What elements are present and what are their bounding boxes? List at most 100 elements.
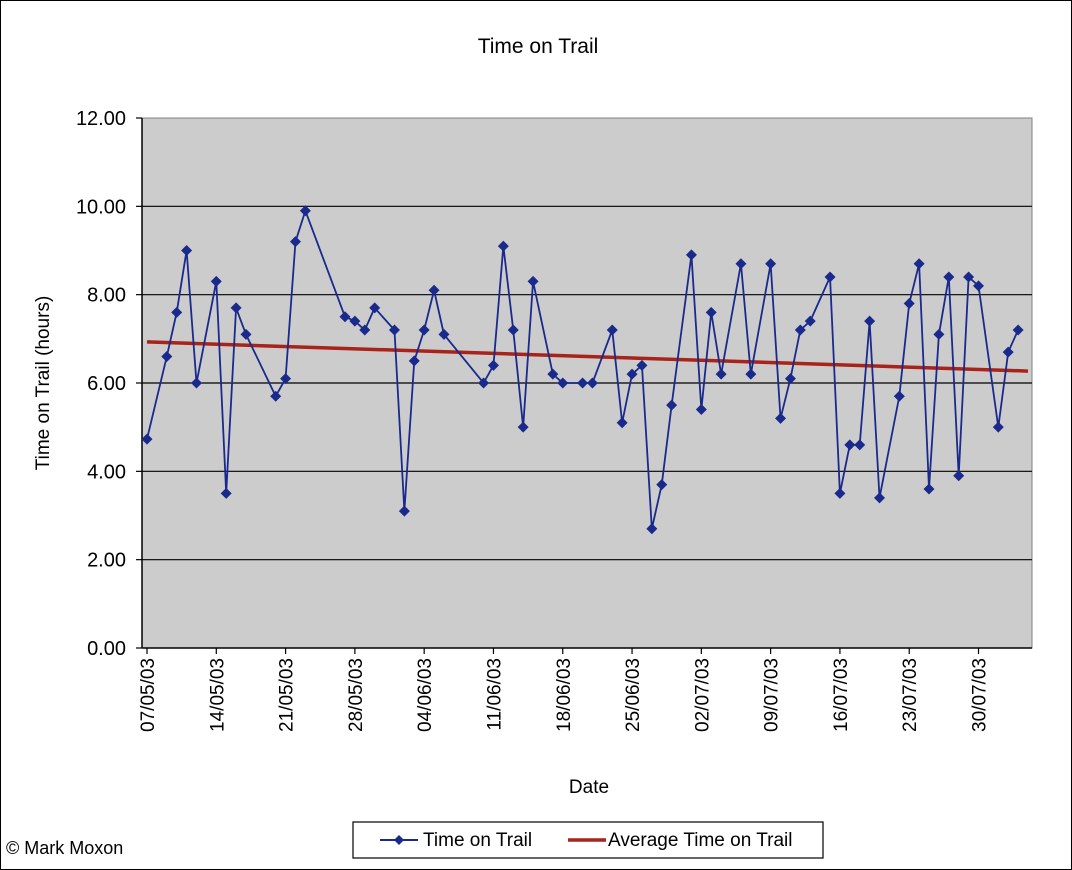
data-point <box>804 315 816 327</box>
data-point <box>547 368 559 380</box>
data-point <box>735 258 747 270</box>
data-point <box>666 399 678 411</box>
data-point <box>428 284 440 296</box>
data-point <box>181 245 193 256</box>
data-point <box>923 483 935 495</box>
data-point <box>834 487 846 499</box>
x-tick-label: 18/06/03 <box>554 658 575 732</box>
data-point <box>992 421 1004 433</box>
y-tick-label: 8.00 <box>87 285 126 307</box>
x-axis-label: Date <box>569 777 609 798</box>
y-axis-label: Time on Trail (hours) <box>33 296 54 471</box>
data-point <box>606 324 618 336</box>
time-on-trail-series <box>141 205 1024 535</box>
data-point <box>765 258 777 270</box>
data-point <box>1002 346 1014 358</box>
average-series <box>146 340 1029 373</box>
x-tick-label: 23/07/03 <box>900 658 921 732</box>
x-tick-label: 16/07/03 <box>831 658 852 732</box>
y-tick-label: 6.00 <box>87 373 126 395</box>
data-point <box>289 236 301 248</box>
data-point <box>161 351 173 362</box>
data-point <box>745 368 757 380</box>
data-point <box>299 205 311 217</box>
gridlines <box>142 205 1032 561</box>
data-point <box>398 505 410 517</box>
legend: Time on Trail Average Time on Trail <box>352 821 824 859</box>
data-point <box>517 421 529 433</box>
data-point <box>943 271 955 283</box>
legend-label-time-on-trail: Time on Trail <box>423 830 532 851</box>
data-point <box>685 249 697 261</box>
data-point <box>636 359 648 371</box>
x-tick-label: 07/05/03 <box>138 658 159 732</box>
data-point <box>210 275 222 287</box>
data-point <box>418 324 430 336</box>
data-point <box>864 315 876 327</box>
data-point <box>408 355 420 367</box>
y-axis-ticks: 0.00 2.00 4.00 6.00 8.00 10.00 12.00 <box>76 108 142 660</box>
data-point <box>478 377 490 389</box>
x-tick-label: 25/06/03 <box>623 658 644 732</box>
data-point <box>913 258 925 270</box>
data-point <box>844 439 856 451</box>
data-point <box>646 523 658 535</box>
data-point <box>507 324 519 336</box>
data-point <box>171 306 183 318</box>
data-point <box>616 417 628 429</box>
chart-title: Time on Trail <box>478 35 599 58</box>
average-line <box>146 340 1029 373</box>
data-point <box>854 439 866 451</box>
x-tick-label: 11/06/03 <box>484 658 505 731</box>
x-tick-label: 14/05/03 <box>207 658 228 732</box>
data-point <box>893 390 905 402</box>
data-point <box>487 359 499 371</box>
data-point <box>626 368 638 380</box>
data-point <box>577 377 589 389</box>
legend-label-average: Average Time on Trail <box>608 830 792 851</box>
data-point <box>903 298 915 309</box>
data-point <box>339 311 351 323</box>
data-point <box>963 271 975 283</box>
x-tick-label: 02/07/03 <box>692 658 713 732</box>
data-point <box>824 271 836 283</box>
data-point <box>953 470 965 482</box>
data-point <box>794 324 806 336</box>
data-point <box>497 240 509 252</box>
data-point <box>349 315 361 327</box>
y-tick-label: 10.00 <box>76 196 126 218</box>
data-point <box>586 377 598 389</box>
data-point <box>527 275 539 287</box>
data-point <box>705 306 717 318</box>
copyright-text: © Mark Moxon <box>6 838 124 858</box>
data-point <box>933 328 945 340</box>
data-point <box>190 377 202 389</box>
data-point <box>775 412 787 424</box>
data-point <box>656 479 668 491</box>
data-point <box>240 328 252 340</box>
y-tick-label: 0.00 <box>87 638 126 660</box>
data-point <box>784 373 796 385</box>
data-point <box>715 368 727 380</box>
y-tick-label: 2.00 <box>87 550 126 572</box>
data-point <box>1012 324 1024 336</box>
data-point <box>438 328 450 340</box>
data-point <box>557 377 569 389</box>
data-point <box>280 373 292 385</box>
data-point <box>141 433 153 445</box>
data-point <box>695 404 707 415</box>
data-point <box>230 302 242 314</box>
legend-marker-diamond <box>394 835 404 845</box>
x-tick-label: 09/07/03 <box>762 658 783 732</box>
y-tick-label: 12.00 <box>76 108 126 130</box>
data-point <box>359 324 371 336</box>
data-point <box>388 324 400 336</box>
x-tick-label: 28/05/03 <box>346 658 367 732</box>
y-tick-label: 4.00 <box>87 461 126 483</box>
data-point <box>874 492 886 504</box>
x-tick-label: 04/06/03 <box>415 658 436 732</box>
x-tick-label: 30/07/03 <box>970 658 991 732</box>
x-axis-ticks: 07/05/03 14/05/03 21/05/03 28/05/03 04/06/03… <box>138 648 991 732</box>
data-point <box>220 487 232 499</box>
